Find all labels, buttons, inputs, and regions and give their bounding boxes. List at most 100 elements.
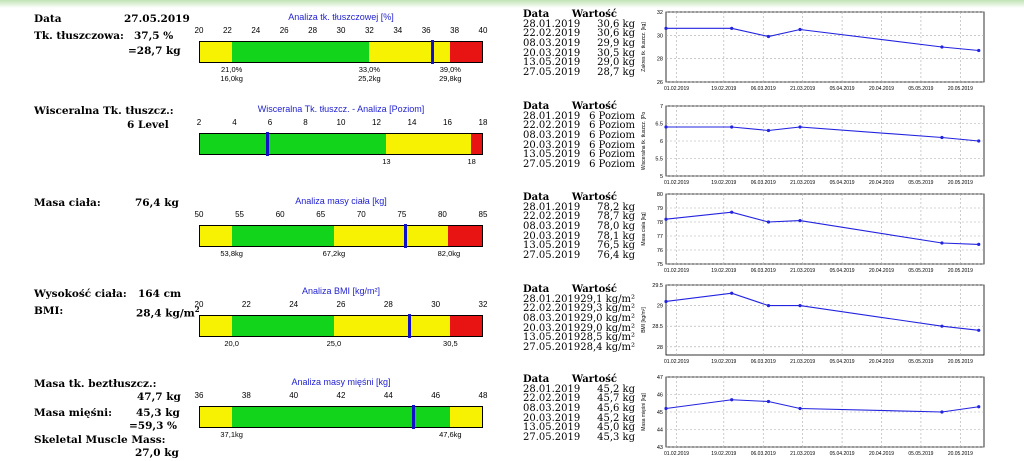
history-header-row: Data Wartość bbox=[523, 102, 635, 112]
gauge-tick-label: 26 bbox=[336, 300, 346, 309]
history-table: Data Wartość 28.01.2019 29,1 kg/m² 22.02.201… bbox=[523, 285, 635, 353]
history-row: 28.01.2019 78,2 kg bbox=[523, 202, 635, 213]
gauge-segment-yellow bbox=[333, 316, 450, 336]
gauge-tick-label: 20 bbox=[194, 26, 204, 35]
history-date: 08.03.2019 bbox=[523, 221, 581, 233]
x-tick-label: 21.03.2019 bbox=[790, 451, 815, 457]
x-tick-label: 21.03.2019 bbox=[790, 359, 815, 365]
y-tick-label: 46 bbox=[657, 393, 663, 399]
x-tick-label: 21.03.2019 bbox=[790, 86, 815, 92]
gauge-tick-label: 4 bbox=[232, 118, 237, 127]
history-row: 13.05.2019 76,5 kg bbox=[523, 241, 635, 251]
history-row: 08.03.2019 29,9 kg bbox=[523, 39, 635, 49]
history-row: 22.02.2019 6 Poziom bbox=[523, 121, 635, 131]
x-tick-label: 20.04.2019 bbox=[869, 268, 894, 274]
y-tick-label: 6 bbox=[660, 139, 663, 145]
gauge-tick-label: 55 bbox=[235, 210, 245, 219]
data-point bbox=[730, 26, 734, 30]
gauge-threshold-label: 33,0% bbox=[358, 65, 381, 74]
history-date: 13.05.2019 bbox=[523, 149, 581, 161]
y-tick-label: 80 bbox=[657, 192, 663, 198]
date-label: Data bbox=[34, 13, 62, 25]
gauge-segment-green bbox=[232, 226, 334, 246]
history-date: 28.01.2019 bbox=[523, 293, 581, 305]
gauge-value-marker bbox=[412, 405, 416, 429]
gauge-tick-label: 30 bbox=[431, 300, 441, 309]
x-tick-label: 01.02.2019 bbox=[664, 451, 689, 457]
data-point bbox=[664, 299, 668, 304]
gauge-threshold-label: 20,0 bbox=[224, 339, 239, 348]
history-date: 22.02.2019 bbox=[523, 211, 581, 223]
history-row: 22.02.2019 78,7 kg bbox=[523, 212, 635, 222]
history-header-row: Data Wartość bbox=[523, 10, 635, 20]
series-line bbox=[666, 27, 979, 52]
history-date: 08.03.2019 bbox=[523, 403, 581, 415]
history-date: 20.03.2019 bbox=[523, 322, 581, 334]
history-chart: 43 44 45 46 47 01.02.2019 19.02.2019 06.03.2019… bbox=[641, 375, 985, 457]
history-row: 20.03.2019 78,1 kg bbox=[523, 231, 635, 242]
fat-kg-value: =28,7 kg bbox=[128, 45, 181, 57]
x-tick-label: 20.05.2019 bbox=[948, 359, 973, 365]
gauge-title: Analiza BMI [kg/m²] bbox=[301, 286, 381, 296]
gauge-title: Analiza masy mięśni [kg] bbox=[291, 377, 391, 387]
history-value: 45,2 kg bbox=[597, 412, 635, 424]
x-tick-label: 20.04.2019 bbox=[869, 451, 894, 457]
gauge-threshold-label: 53,8kg bbox=[220, 249, 243, 258]
x-tick-label: 05.04.2019 bbox=[830, 451, 855, 457]
data-point bbox=[940, 45, 944, 49]
x-tick-label: 06.03.2019 bbox=[751, 86, 776, 92]
series-line bbox=[666, 126, 979, 142]
history-value: 6 Poziom bbox=[589, 139, 635, 151]
data-point bbox=[766, 220, 771, 224]
gauge-threshold-label: 25,0 bbox=[326, 339, 342, 348]
history-header-row: Data Wartość bbox=[523, 285, 635, 295]
history-row: 13.05.2019 29,0 kg bbox=[523, 58, 635, 68]
history-value: 6 Poziom bbox=[589, 159, 635, 171]
y-tick-label: 7 bbox=[660, 104, 663, 110]
history-header-date: Data bbox=[523, 284, 550, 295]
y-tick-label: 29.5 bbox=[652, 283, 663, 289]
history-row: 20.03.2019 6 Poziom bbox=[523, 139, 635, 151]
gauge-tick-label: 32 bbox=[478, 300, 488, 309]
x-tick-label: 01.02.2019 bbox=[664, 86, 689, 92]
history-row: 08.03.2019 45,6 kg bbox=[523, 404, 635, 414]
visceral-label: Wisceralna Tk. tłuszcz.: bbox=[34, 105, 174, 117]
x-tick-label: 06.03.2019 bbox=[751, 268, 776, 274]
gauge-tick-label: 38 bbox=[241, 391, 251, 400]
history-value: 78,0 kg bbox=[597, 221, 635, 233]
history-date: 22.02.2019 bbox=[523, 120, 581, 132]
x-tick-label: 20.05.2019 bbox=[948, 451, 973, 457]
y-axis-label: Masa mięśni [kg] bbox=[641, 393, 647, 431]
x-tick-label: 20.05.2019 bbox=[948, 268, 973, 274]
gauge-tick-label: 6 bbox=[267, 118, 273, 127]
history-date: 13.05.2019 bbox=[523, 332, 581, 344]
history-date: 08.03.2019 bbox=[523, 313, 581, 325]
y-tick-label: 32 bbox=[657, 10, 663, 16]
y-tick-label: 75 bbox=[657, 262, 663, 268]
muscle-pct-value: =59,3 % bbox=[129, 420, 178, 432]
gauge-tick-label: 12 bbox=[372, 118, 381, 127]
history-date: 13.05.2019 bbox=[523, 422, 581, 434]
gauge-segment-yellow bbox=[386, 134, 471, 154]
x-tick-label: 05.05.2019 bbox=[908, 451, 933, 457]
data-point bbox=[977, 328, 981, 332]
y-tick-label: 26 bbox=[657, 80, 663, 86]
history-chart: 5 5.5 6 6.5 7 01.02.2019 19.02.2019 06.03.2019 2… bbox=[641, 104, 985, 186]
history-row: 22.02.2019 29,3 kg/m² bbox=[523, 304, 635, 314]
gauge-title: Wisceralna Tk. tłuszcz. - Analiza [Pozio… bbox=[257, 104, 425, 114]
mass-value: 76,4 kg bbox=[135, 197, 179, 209]
history-value: 30,5 kg bbox=[597, 47, 635, 59]
history-value: 29,0 kg bbox=[597, 57, 635, 69]
series-line bbox=[665, 399, 979, 413]
history-value: 29,3 kg/m² bbox=[580, 303, 635, 315]
y-tick-label: 76 bbox=[657, 248, 663, 254]
date-value: 27.05.2019 bbox=[124, 13, 190, 25]
x-tick-label: 19.02.2019 bbox=[711, 451, 736, 457]
history-header-value: Wartość bbox=[571, 284, 617, 295]
history-chart: 26 28 30 32 01.02.2019 19.02.2019 06.03.2019 21… bbox=[641, 10, 985, 92]
history-date: 20.03.2019 bbox=[523, 139, 581, 151]
history-date: 20.03.2019 bbox=[523, 412, 581, 424]
gauge-tick-label: 36 bbox=[194, 391, 204, 400]
history-value: 45,2 kg bbox=[597, 383, 635, 395]
x-tick-label: 21.03.2019 bbox=[790, 268, 815, 274]
